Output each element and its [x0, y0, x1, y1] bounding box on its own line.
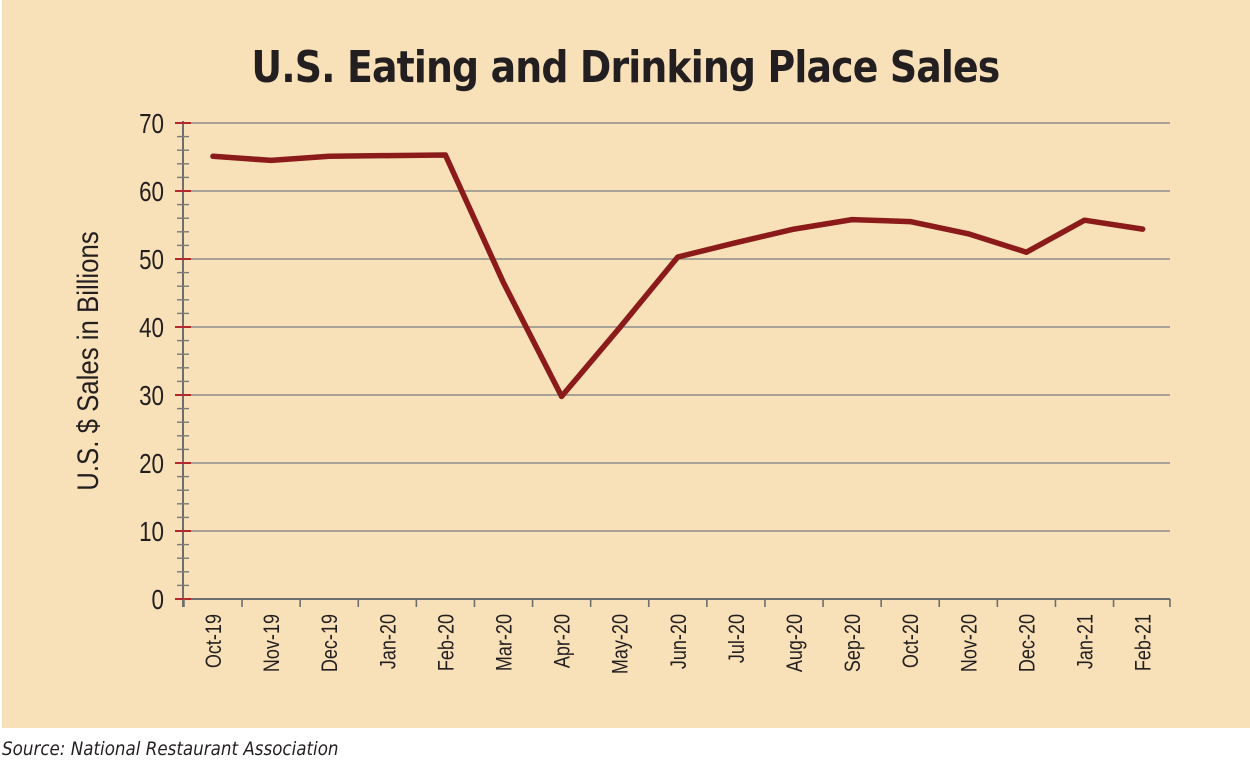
y-tick-label-40: 40 [139, 313, 164, 344]
x-tick-label-Feb-20: Feb-20 [435, 614, 459, 671]
data-point-Oct-19 [210, 153, 216, 159]
y-tick-label-10: 10 [139, 517, 164, 548]
y-tick-label-20: 20 [139, 449, 164, 480]
y-tick-label-60: 60 [139, 177, 164, 208]
y-tick-label-50: 50 [139, 245, 164, 276]
x-tick-label-Oct-20: Oct-20 [900, 614, 924, 668]
data-point-Feb-21 [1140, 226, 1146, 232]
x-tick-label-Nov-19: Nov-19 [261, 614, 285, 672]
x-tick-label-Dec-20: Dec-20 [1016, 614, 1040, 672]
data-point-Dec-19 [326, 153, 332, 159]
data-point-Dec-20 [1023, 249, 1029, 255]
x-tick-label-Mar-20: Mar-20 [493, 614, 517, 671]
data-point-Sep-20 [849, 216, 855, 223]
data-point-Jul-20 [733, 240, 739, 246]
x-tick-label-Sep-20: Sep-20 [842, 614, 866, 672]
x-tick-label-Aug-20: Aug-20 [783, 614, 807, 672]
x-axis-ticks: Oct-19 Nov-19 Dec-19 Jan-20 Feb-20 Mar-20 Apr-… [183, 599, 1171, 674]
x-tick-label-Jul-20: Jul-20 [725, 614, 749, 663]
x-tick-label-Oct-19: Oct-19 [202, 614, 226, 668]
x-tick-label-May-20: May-20 [609, 614, 633, 674]
y-axis-label: U.S. $ Sales in Billions [71, 231, 104, 490]
data-point-Apr-20 [559, 393, 565, 399]
y-tick-label-30: 30 [139, 381, 164, 412]
y-tick-label-70: 70 [139, 109, 164, 140]
line-chart: 0 10 20 30 40 50 60 70 Oct-19 Nov-19 Dec-19 Jan-20… [71, 109, 1171, 674]
x-tick-label-Jan-20: Jan-20 [377, 614, 401, 669]
chart-panel [2, 0, 1250, 728]
data-point-Nov-20 [965, 231, 971, 237]
x-tick-label-Nov-20: Nov-20 [958, 614, 982, 672]
data-point-Nov-19 [268, 157, 274, 163]
data-point-Jun-20 [675, 254, 681, 260]
source-note: Source: National Restaurant Association [2, 738, 339, 760]
data-point-Jan-21 [1081, 217, 1088, 223]
data-point-Oct-20 [907, 219, 913, 225]
data-point-May-20 [617, 325, 623, 331]
data-point-Feb-20 [442, 152, 448, 158]
y-tick-label-0: 0 [152, 585, 164, 616]
data-point-Jan-20 [384, 153, 390, 159]
data-point-Aug-20 [791, 226, 797, 232]
chart-title: U.S. Eating and Drinking Place Sales [251, 42, 1000, 93]
x-tick-label-Apr-20: Apr-20 [551, 614, 575, 668]
x-tick-label-Dec-19: Dec-19 [319, 614, 343, 672]
x-tick-label-Feb-21: Feb-21 [1132, 614, 1156, 671]
series-layer [210, 152, 1146, 400]
x-tick-label-Jun-20: Jun-20 [667, 614, 691, 669]
gridlines [183, 122, 1170, 532]
x-tick-label-Jan-21: Jan-21 [1074, 614, 1098, 669]
axes [182, 121, 1170, 607]
y-axis-ticks: 0 10 20 30 40 50 60 70 [139, 109, 191, 616]
data-point-Mar-20 [500, 280, 507, 286]
